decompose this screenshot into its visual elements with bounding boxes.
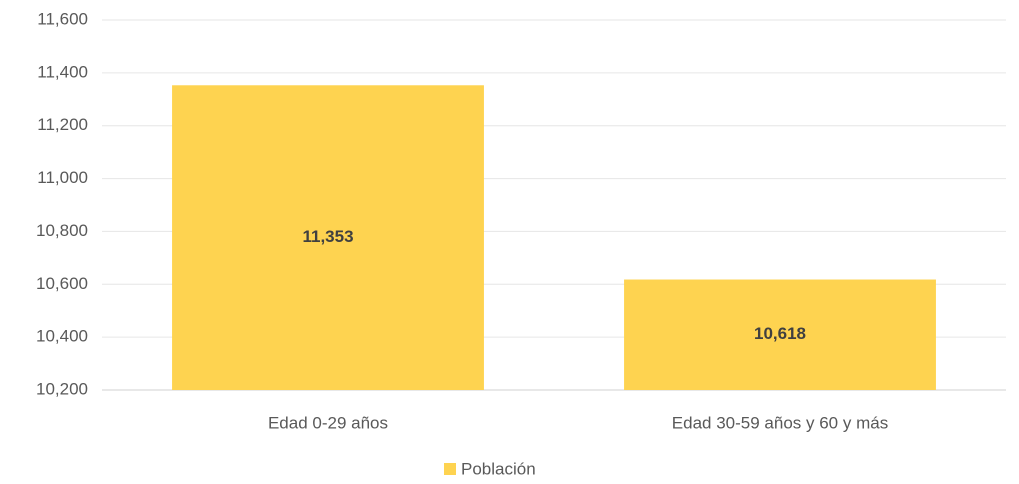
y-tick-label: 10,200 — [36, 379, 88, 398]
y-tick-label: 11,000 — [37, 168, 88, 187]
y-tick-label: 10,600 — [36, 274, 88, 293]
data-label: 11,353 — [302, 227, 353, 246]
y-tick-label: 10,800 — [36, 221, 88, 240]
legend-label: Población — [461, 459, 536, 478]
y-tick-label: 11,400 — [37, 62, 88, 81]
legend-swatch — [444, 463, 456, 475]
x-tick-label: Edad 0-29 años — [268, 413, 388, 432]
x-tick-label: Edad 30-59 años y 60 y más — [672, 413, 888, 432]
y-tick-label: 11,200 — [37, 115, 88, 134]
bar — [172, 85, 484, 391]
y-tick-label: 11,600 — [37, 9, 88, 28]
bar — [624, 279, 936, 390]
y-tick-label: 10,400 — [36, 327, 88, 346]
data-label: 10,618 — [754, 324, 806, 343]
